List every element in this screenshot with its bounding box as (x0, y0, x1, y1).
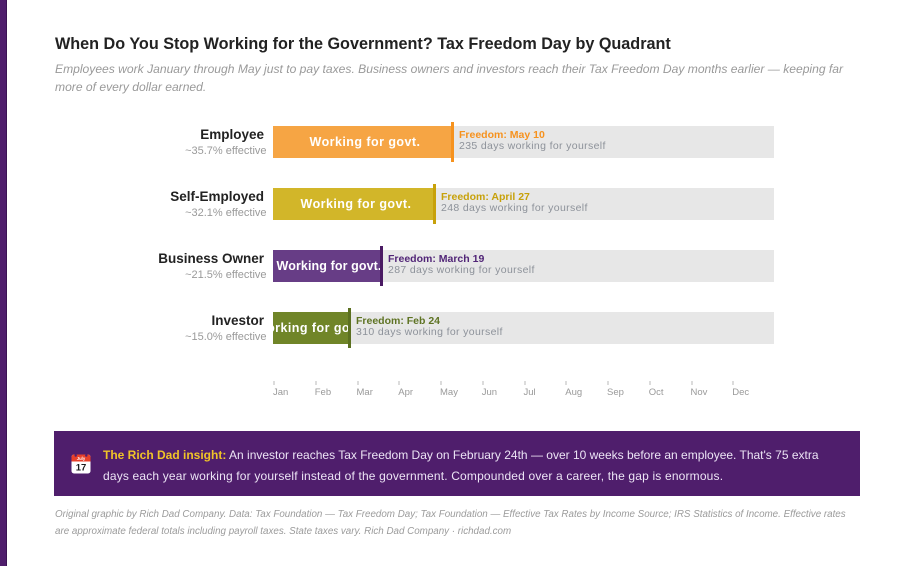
svg-text:July: July (77, 456, 86, 461)
svg-text:17: 17 (76, 463, 87, 474)
